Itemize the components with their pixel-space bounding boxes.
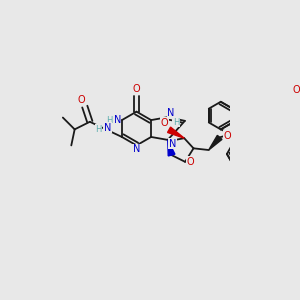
Text: O: O: [224, 131, 231, 141]
Text: H: H: [173, 118, 179, 127]
Text: N: N: [104, 123, 111, 133]
Text: O: O: [78, 95, 85, 105]
Text: O: O: [293, 85, 300, 95]
Polygon shape: [209, 135, 222, 150]
Text: N: N: [133, 144, 140, 154]
Text: N: N: [169, 139, 176, 149]
Text: O: O: [133, 84, 140, 94]
Text: H: H: [106, 116, 113, 124]
Text: N: N: [167, 108, 175, 118]
Text: N: N: [114, 115, 121, 125]
Text: O: O: [160, 118, 168, 128]
Text: H: H: [95, 125, 101, 134]
Polygon shape: [168, 127, 184, 138]
Polygon shape: [168, 140, 175, 156]
Text: O: O: [187, 157, 194, 167]
